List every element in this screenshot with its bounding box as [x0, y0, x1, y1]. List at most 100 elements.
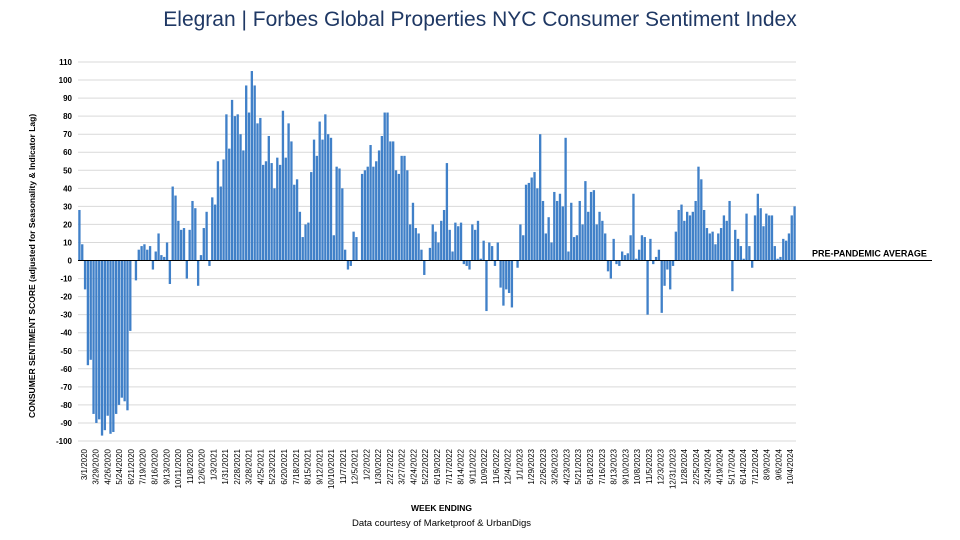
bar — [180, 229, 183, 261]
y-tick-label: -10 — [60, 275, 72, 284]
bar — [315, 155, 319, 261]
x-tick-label: 1/29/2023 — [527, 448, 536, 484]
x-tick-label: 3/26/2023 — [551, 448, 560, 484]
x-tick-label: 5/22/2022 — [421, 448, 430, 484]
bar — [168, 260, 172, 284]
bar — [499, 260, 502, 288]
bar — [366, 166, 369, 261]
bar — [708, 233, 711, 261]
bar — [126, 260, 129, 411]
bar — [739, 246, 743, 261]
bar — [756, 193, 760, 261]
bar — [714, 244, 717, 261]
bar — [318, 121, 321, 261]
bar — [222, 159, 225, 261]
bar — [448, 229, 451, 261]
bar — [688, 215, 692, 261]
bar — [185, 260, 188, 279]
bar — [592, 190, 596, 261]
bar — [793, 206, 796, 261]
x-tick-label: 11/8/2020 — [186, 448, 195, 484]
bar — [652, 260, 655, 265]
x-tick-label: 1/1/2023 — [515, 448, 524, 480]
bar — [479, 258, 482, 261]
bar — [649, 238, 652, 261]
bar — [533, 172, 536, 261]
bar — [454, 222, 457, 261]
bar — [233, 116, 237, 261]
bar — [702, 209, 706, 261]
bar — [748, 246, 751, 261]
bar — [346, 260, 350, 270]
bar — [148, 246, 152, 261]
bar — [114, 260, 118, 414]
y-tick-label: -100 — [56, 437, 73, 446]
bar — [465, 260, 468, 266]
y-tick-label: 0 — [68, 257, 73, 266]
y-tick-label: -50 — [60, 347, 72, 356]
bar — [256, 123, 259, 261]
bar — [496, 242, 499, 261]
bar — [697, 166, 700, 261]
x-tick-label: 10/8/2023 — [633, 448, 642, 484]
bar — [575, 235, 579, 261]
bar — [352, 231, 355, 261]
bar — [287, 123, 290, 261]
bar — [626, 253, 629, 261]
x-tick-label: 8/14/2022 — [457, 448, 466, 484]
bar — [507, 260, 511, 294]
bar — [731, 260, 734, 292]
x-tick-label: 3/28/2021 — [245, 448, 254, 484]
x-tick-label: 5/24/2020 — [115, 448, 124, 484]
bar — [646, 260, 649, 315]
bar — [335, 166, 338, 261]
bar — [392, 141, 395, 261]
bar — [140, 246, 143, 261]
bar — [253, 85, 256, 261]
bar — [163, 256, 166, 261]
bar — [245, 85, 248, 261]
bar — [321, 139, 324, 261]
x-tick-label: 4/19/2024 — [715, 448, 724, 484]
bar — [442, 209, 446, 261]
bar — [78, 209, 81, 261]
bar — [264, 161, 268, 261]
x-tick-label: 1/2/2022 — [362, 448, 371, 480]
x-tick-label: 9/13/2020 — [162, 448, 171, 484]
bar — [725, 220, 728, 261]
bar — [123, 260, 126, 402]
bar — [643, 237, 646, 261]
bar — [604, 233, 607, 261]
bar — [276, 157, 279, 261]
bar — [81, 244, 84, 261]
bar — [228, 148, 231, 261]
bar — [247, 112, 251, 261]
bar — [700, 179, 703, 261]
bar — [199, 255, 203, 261]
bar — [570, 202, 573, 261]
bar — [307, 222, 310, 261]
bar — [564, 137, 567, 261]
bar — [742, 258, 745, 261]
y-tick-label: 30 — [63, 202, 72, 211]
bar — [394, 170, 398, 261]
y-tick-label: 10 — [63, 238, 72, 247]
bar — [765, 213, 768, 261]
bar — [751, 260, 754, 268]
bar — [188, 229, 191, 261]
bar — [705, 228, 709, 261]
x-tick-label: 7/19/2020 — [139, 448, 148, 484]
bar — [623, 255, 627, 261]
x-tick-label: 4/24/2022 — [409, 448, 418, 484]
bar — [242, 150, 245, 261]
bar — [459, 222, 463, 261]
y-tick-label: -20 — [60, 293, 72, 302]
bar — [98, 260, 101, 420]
y-tick-label: -90 — [60, 419, 72, 428]
bar — [134, 260, 138, 281]
x-tick-label: 11/5/2023 — [645, 448, 654, 484]
x-tick-label: 9/6/2024 — [774, 448, 783, 480]
bar — [527, 182, 531, 261]
bar — [640, 235, 644, 261]
bar — [519, 224, 522, 261]
